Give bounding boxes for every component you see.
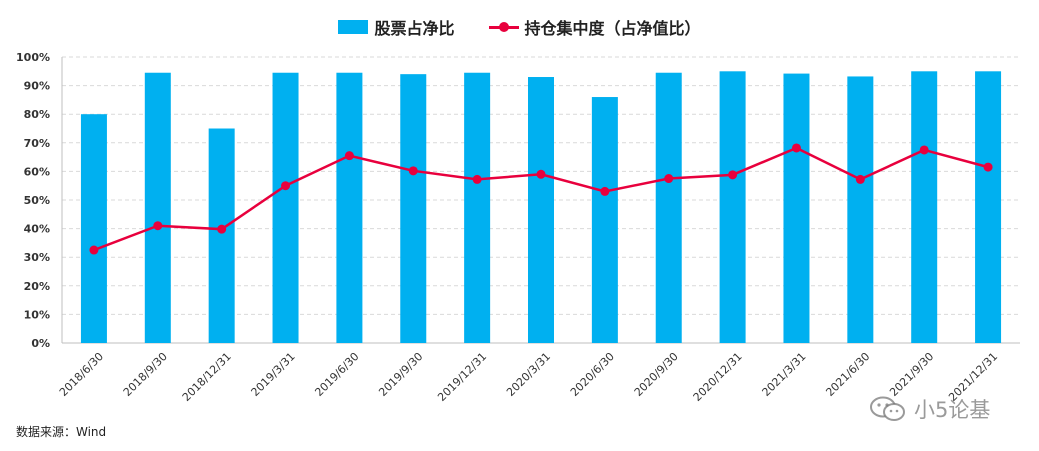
x-tick-label: 2019/3/31 bbox=[249, 350, 298, 399]
y-tick-label: 10% bbox=[24, 308, 50, 321]
x-tick-label: 2019/9/30 bbox=[376, 350, 425, 399]
bar bbox=[80, 114, 107, 343]
line-point bbox=[89, 245, 99, 255]
bar bbox=[719, 71, 746, 344]
y-tick-label: 100% bbox=[16, 51, 50, 64]
line-point bbox=[600, 186, 610, 196]
x-tick-label: 2019/12/31 bbox=[435, 350, 489, 404]
line-point bbox=[472, 174, 482, 184]
y-tick-label: 80% bbox=[24, 108, 50, 121]
y-tick-label: 70% bbox=[24, 137, 50, 150]
watermark-text: 小5论基 bbox=[914, 398, 991, 422]
bar bbox=[208, 128, 235, 343]
x-tick-label: 2018/12/31 bbox=[180, 350, 234, 404]
bar bbox=[655, 72, 682, 343]
bar bbox=[591, 97, 618, 343]
line-point bbox=[281, 181, 291, 191]
x-tick-label: 2021/3/31 bbox=[760, 350, 809, 399]
legend-line-label: 持仓集中度（占净值比） bbox=[524, 19, 701, 38]
bar bbox=[911, 71, 938, 344]
x-tick-label: 2020/6/30 bbox=[568, 350, 617, 399]
line-point bbox=[153, 221, 163, 231]
bar bbox=[847, 76, 874, 343]
bar bbox=[400, 74, 427, 343]
line-point bbox=[728, 170, 738, 180]
watermark: 小5论基 bbox=[868, 394, 990, 424]
wechat-icon bbox=[870, 396, 905, 421]
y-tick-label: 30% bbox=[24, 251, 50, 264]
bar bbox=[144, 72, 171, 343]
y-tick-label: 0% bbox=[31, 337, 50, 350]
chart-legend: 股票占净比 持仓集中度（占净值比） bbox=[0, 14, 1039, 40]
bar bbox=[464, 72, 491, 343]
legend-bar-label: 股票占净比 bbox=[374, 19, 455, 38]
y-tick-label: 50% bbox=[24, 194, 50, 207]
bar bbox=[336, 72, 363, 343]
line-point bbox=[344, 151, 354, 161]
line-point bbox=[664, 174, 674, 184]
x-tick-label: 2019/6/30 bbox=[312, 350, 361, 399]
y-tick-label: 60% bbox=[24, 165, 50, 178]
bar bbox=[975, 71, 1002, 344]
x-tick-label: 2020/3/31 bbox=[504, 350, 553, 399]
legend-item-bar: 股票占净比 bbox=[338, 15, 455, 39]
legend-item-line: 持仓集中度（占净值比） bbox=[488, 15, 701, 39]
line-point bbox=[217, 224, 227, 234]
y-tick-label: 20% bbox=[24, 280, 50, 293]
line-point bbox=[408, 166, 418, 176]
bar bbox=[528, 77, 554, 344]
line-point bbox=[983, 162, 993, 172]
bar bbox=[272, 72, 299, 343]
x-tick-label: 2018/6/30 bbox=[57, 350, 106, 399]
x-tick-label: 2020/12/31 bbox=[691, 350, 745, 404]
y-tick-label: 90% bbox=[24, 80, 50, 93]
line-point bbox=[855, 174, 865, 184]
x-tick-label: 2021/9/30 bbox=[887, 350, 936, 399]
y-tick-label: 40% bbox=[24, 223, 50, 236]
data-source-note: 数据来源：Wind bbox=[16, 425, 107, 439]
x-tick-label: 2021/6/30 bbox=[823, 350, 872, 399]
line-point bbox=[791, 143, 801, 153]
legend-line-swatch bbox=[488, 20, 519, 34]
line-point bbox=[536, 169, 546, 179]
x-tick-label: 2018/9/30 bbox=[121, 350, 170, 399]
x-tick-label: 2020/9/30 bbox=[632, 350, 681, 399]
line-point bbox=[919, 145, 929, 155]
bar bbox=[783, 73, 810, 343]
legend-bar-swatch bbox=[338, 20, 369, 34]
